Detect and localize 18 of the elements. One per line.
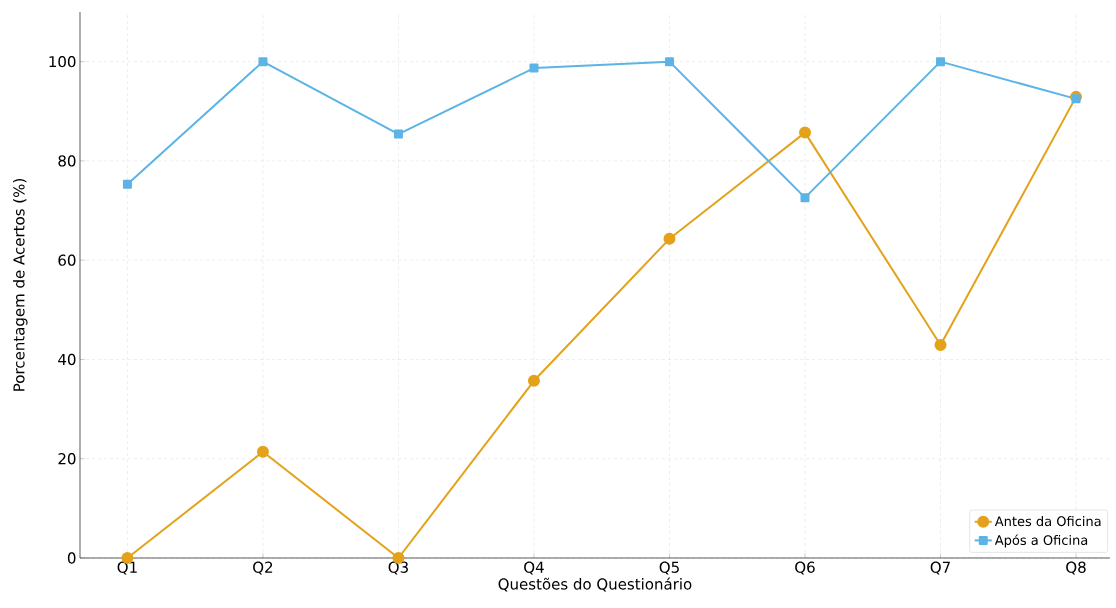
y-tick-label: 100 [49,55,76,68]
y-tick-label: 0 [67,552,76,564]
x-tick-label: Q5 [659,561,679,575]
x-tick-label: Q3 [388,561,408,575]
legend-label: Antes da Oficina [994,516,1101,527]
x-tick-label: Q2 [253,561,273,575]
x-tick-label: Q4 [524,561,544,575]
y-tick-label: 80 [58,155,76,167]
y-tick-label: 60 [58,254,76,266]
y-tick-label: 40 [58,353,76,366]
x-tick-label: Q7 [930,561,950,575]
x-axis-title: Questões do Questionário [498,577,692,592]
y-axis-title: Porcentagem de Acertos (%) [13,179,28,391]
x-tick-label: Q1 [117,561,137,575]
x-tick-label: Q6 [795,561,815,575]
legend-label: Após a Oficina [994,534,1088,548]
x-tick-label: Q8 [1066,561,1086,575]
y-tick-label: 20 [58,453,76,465]
